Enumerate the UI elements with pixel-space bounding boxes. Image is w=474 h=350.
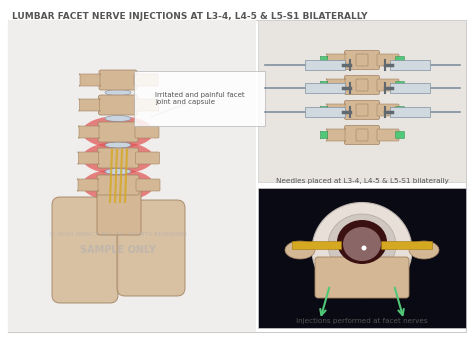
Ellipse shape bbox=[343, 227, 381, 261]
FancyBboxPatch shape bbox=[135, 99, 158, 111]
FancyBboxPatch shape bbox=[395, 56, 404, 63]
FancyBboxPatch shape bbox=[345, 76, 380, 94]
FancyBboxPatch shape bbox=[356, 129, 368, 141]
FancyBboxPatch shape bbox=[97, 181, 141, 235]
FancyBboxPatch shape bbox=[356, 104, 368, 116]
Ellipse shape bbox=[337, 220, 387, 264]
FancyBboxPatch shape bbox=[117, 200, 185, 296]
Ellipse shape bbox=[409, 241, 439, 259]
Ellipse shape bbox=[105, 168, 131, 175]
FancyBboxPatch shape bbox=[8, 20, 466, 332]
FancyBboxPatch shape bbox=[136, 152, 159, 164]
FancyBboxPatch shape bbox=[320, 106, 328, 113]
Ellipse shape bbox=[362, 245, 366, 251]
FancyBboxPatch shape bbox=[305, 60, 345, 70]
FancyBboxPatch shape bbox=[292, 240, 341, 248]
FancyBboxPatch shape bbox=[136, 179, 160, 191]
FancyBboxPatch shape bbox=[395, 132, 404, 139]
Ellipse shape bbox=[105, 142, 131, 148]
FancyBboxPatch shape bbox=[382, 240, 432, 248]
Text: © HIGH IMPACT INC. ALL RIGHTS RESERVED: © HIGH IMPACT INC. ALL RIGHTS RESERVED bbox=[49, 232, 187, 238]
FancyBboxPatch shape bbox=[345, 50, 380, 70]
FancyBboxPatch shape bbox=[377, 129, 399, 141]
FancyBboxPatch shape bbox=[390, 107, 430, 117]
FancyBboxPatch shape bbox=[135, 126, 159, 138]
FancyBboxPatch shape bbox=[395, 106, 404, 113]
FancyBboxPatch shape bbox=[390, 60, 430, 70]
FancyBboxPatch shape bbox=[97, 175, 139, 195]
FancyBboxPatch shape bbox=[258, 20, 466, 182]
Ellipse shape bbox=[312, 203, 412, 298]
FancyBboxPatch shape bbox=[305, 107, 345, 117]
Ellipse shape bbox=[82, 169, 154, 201]
FancyBboxPatch shape bbox=[258, 188, 466, 328]
FancyBboxPatch shape bbox=[395, 82, 404, 89]
FancyBboxPatch shape bbox=[77, 179, 99, 191]
FancyBboxPatch shape bbox=[326, 54, 346, 66]
FancyBboxPatch shape bbox=[356, 54, 368, 66]
Ellipse shape bbox=[82, 116, 154, 148]
FancyBboxPatch shape bbox=[98, 148, 138, 168]
FancyBboxPatch shape bbox=[305, 83, 345, 93]
FancyBboxPatch shape bbox=[326, 104, 346, 116]
FancyBboxPatch shape bbox=[99, 95, 137, 115]
FancyBboxPatch shape bbox=[78, 152, 100, 164]
Text: LUMBAR FACET NERVE INJECTIONS AT L3-4, L4-5 & L5-S1 BILATERALLY: LUMBAR FACET NERVE INJECTIONS AT L3-4, L… bbox=[12, 12, 367, 21]
FancyBboxPatch shape bbox=[377, 54, 399, 66]
FancyBboxPatch shape bbox=[78, 126, 100, 138]
FancyBboxPatch shape bbox=[320, 82, 328, 89]
Text: Irritated and painful facet
joint and capsule: Irritated and painful facet joint and ca… bbox=[151, 92, 245, 117]
FancyBboxPatch shape bbox=[98, 122, 138, 142]
FancyBboxPatch shape bbox=[134, 74, 158, 86]
Ellipse shape bbox=[285, 241, 315, 259]
FancyBboxPatch shape bbox=[377, 79, 399, 91]
FancyBboxPatch shape bbox=[315, 257, 409, 298]
FancyBboxPatch shape bbox=[326, 79, 346, 91]
FancyBboxPatch shape bbox=[356, 79, 368, 91]
FancyBboxPatch shape bbox=[52, 197, 118, 303]
FancyBboxPatch shape bbox=[377, 104, 399, 116]
Ellipse shape bbox=[82, 142, 154, 174]
FancyBboxPatch shape bbox=[345, 126, 380, 145]
FancyBboxPatch shape bbox=[390, 83, 430, 93]
FancyBboxPatch shape bbox=[345, 100, 380, 119]
Text: Needles placed at L3-4, L4-5 & L5-S1 bilaterally: Needles placed at L3-4, L4-5 & L5-S1 bil… bbox=[275, 178, 448, 184]
Text: SAMPLE ONLY: SAMPLE ONLY bbox=[80, 245, 156, 255]
Ellipse shape bbox=[105, 116, 131, 121]
FancyBboxPatch shape bbox=[79, 74, 101, 86]
FancyBboxPatch shape bbox=[326, 129, 346, 141]
FancyBboxPatch shape bbox=[99, 70, 137, 90]
FancyBboxPatch shape bbox=[79, 99, 100, 111]
FancyBboxPatch shape bbox=[320, 56, 328, 63]
Text: Injections performed at facet nerves: Injections performed at facet nerves bbox=[296, 318, 428, 324]
FancyBboxPatch shape bbox=[8, 20, 256, 332]
Ellipse shape bbox=[105, 90, 131, 96]
FancyBboxPatch shape bbox=[320, 132, 328, 139]
Ellipse shape bbox=[328, 214, 396, 276]
